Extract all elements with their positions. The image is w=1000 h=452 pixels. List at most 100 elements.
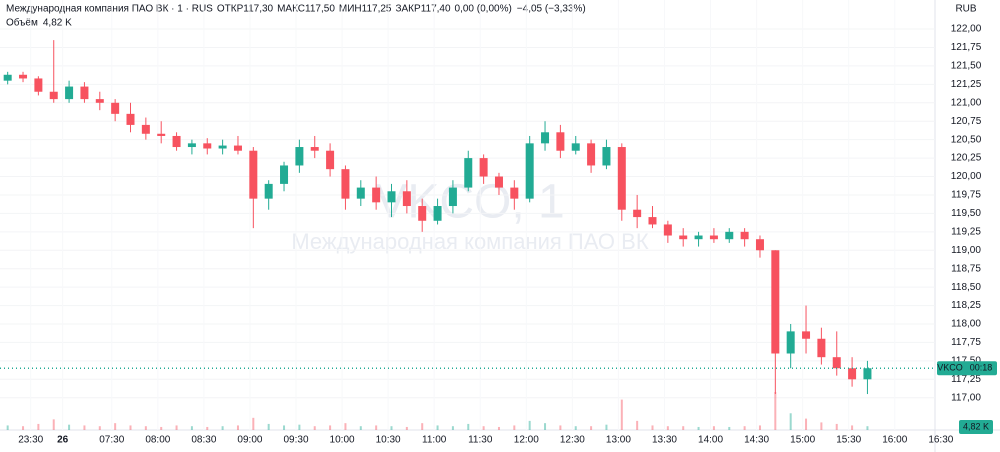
y-tick-label: 117,50 bbox=[951, 356, 981, 367]
price-countdown: 00:18 bbox=[970, 363, 993, 373]
candle-body bbox=[249, 150, 258, 199]
candle-body bbox=[387, 191, 396, 203]
volume-bar bbox=[283, 425, 286, 430]
volume-bar bbox=[405, 426, 408, 430]
candle-body bbox=[725, 231, 734, 240]
price-symbol: VKCO bbox=[937, 363, 963, 373]
volume-bar bbox=[129, 425, 132, 430]
volume-bar bbox=[605, 424, 608, 430]
candle-body bbox=[95, 99, 104, 103]
volume-bar bbox=[666, 426, 669, 430]
volume-bar bbox=[206, 426, 209, 430]
header-text: 117,50 bbox=[305, 4, 335, 15]
volume-bar bbox=[83, 425, 86, 430]
candle-body bbox=[157, 133, 166, 136]
volume-bar bbox=[789, 413, 792, 430]
volume-bar bbox=[467, 423, 470, 430]
header-text: Международная компания ПАО ВК · 1 · RUS bbox=[6, 4, 213, 15]
y-tick-label: 118,25 bbox=[951, 300, 981, 311]
y-tick-label: 117,00 bbox=[951, 392, 981, 403]
volume-bar bbox=[313, 426, 316, 430]
volume-bar bbox=[774, 392, 777, 430]
volume-bar bbox=[544, 423, 547, 430]
candle-body bbox=[448, 187, 457, 207]
x-tick-label: 11:00 bbox=[422, 435, 447, 446]
y-tick-label: 118,75 bbox=[951, 263, 981, 274]
y-tick-label: 119,75 bbox=[951, 190, 981, 201]
header-text: 117,30 bbox=[243, 4, 273, 15]
candle-body bbox=[571, 143, 580, 151]
volume-bar bbox=[651, 425, 654, 430]
candle-body bbox=[479, 158, 488, 177]
x-tick-label: 10:00 bbox=[330, 435, 355, 446]
candle-body bbox=[709, 235, 718, 240]
volume-axis-box bbox=[959, 420, 993, 434]
volume-bar bbox=[375, 425, 378, 430]
candle-body bbox=[295, 147, 304, 166]
header-text: 117,25 bbox=[362, 4, 392, 15]
candle-body bbox=[802, 331, 811, 339]
candle-body bbox=[786, 331, 795, 354]
x-tick-label: 07:30 bbox=[99, 435, 124, 446]
candle-body bbox=[525, 143, 534, 199]
y-tick-label: 121,75 bbox=[951, 42, 982, 53]
volume-bar bbox=[559, 425, 562, 430]
volume-bar bbox=[98, 426, 101, 430]
x-tick-label: 16:00 bbox=[882, 435, 907, 446]
y-tick-label: 120,50 bbox=[951, 134, 982, 145]
candle-body bbox=[433, 206, 442, 221]
volume-bar bbox=[835, 423, 838, 430]
candle-body bbox=[3, 74, 12, 81]
candle-body bbox=[341, 169, 350, 199]
candle-body bbox=[740, 231, 749, 240]
volume-bar bbox=[590, 426, 593, 430]
x-tick-label: 08:30 bbox=[191, 435, 216, 446]
volume-bar bbox=[22, 426, 25, 430]
header-text: 0,00 (0,00%) bbox=[455, 4, 512, 15]
candle-body bbox=[602, 147, 611, 166]
volume-bar bbox=[52, 419, 55, 430]
x-tick-label: 09:30 bbox=[283, 435, 308, 446]
volume-bar bbox=[636, 420, 639, 430]
candle-body bbox=[771, 250, 780, 354]
y-tick-label: 119,50 bbox=[951, 208, 981, 219]
candle-body bbox=[356, 187, 365, 199]
y-tick-label: 120,00 bbox=[951, 171, 982, 182]
y-tick-label: 120,75 bbox=[951, 116, 982, 127]
header-text: МИН bbox=[339, 4, 362, 15]
candle-body bbox=[402, 191, 411, 207]
header-text: МАКС bbox=[277, 4, 305, 15]
candle-body bbox=[848, 368, 857, 380]
candle-body bbox=[264, 183, 273, 199]
volume-axis-label: 4,82 K bbox=[963, 421, 989, 431]
candle-body bbox=[172, 135, 181, 148]
volume-bar bbox=[513, 425, 516, 430]
x-tick-label: 15:30 bbox=[836, 435, 861, 446]
header-text: 117,40 bbox=[421, 4, 451, 15]
x-tick-label: 10:30 bbox=[376, 435, 401, 446]
y-tick-label: 117,25 bbox=[951, 374, 981, 385]
candle-body bbox=[372, 187, 381, 203]
volume-bar bbox=[866, 426, 869, 430]
candle-body bbox=[832, 357, 841, 369]
x-tick-label: 26 bbox=[57, 435, 69, 446]
volume-bar bbox=[37, 423, 40, 430]
candle-body bbox=[126, 113, 135, 125]
candle-body bbox=[694, 235, 703, 240]
volume-bar bbox=[144, 426, 147, 430]
candle-body bbox=[863, 368, 872, 380]
candle-body bbox=[817, 338, 826, 358]
candle-body bbox=[679, 235, 688, 240]
candle-body bbox=[310, 147, 319, 151]
volume-bar bbox=[160, 426, 163, 430]
x-tick-label: 16:30 bbox=[928, 435, 953, 446]
x-tick-label: 14:00 bbox=[698, 435, 723, 446]
candle-body bbox=[464, 158, 473, 188]
volume-bar bbox=[114, 423, 117, 430]
x-tick-label: 15:00 bbox=[790, 435, 815, 446]
volume-bar bbox=[728, 426, 731, 430]
volume-bar bbox=[682, 426, 685, 430]
volume-bar bbox=[190, 426, 193, 430]
